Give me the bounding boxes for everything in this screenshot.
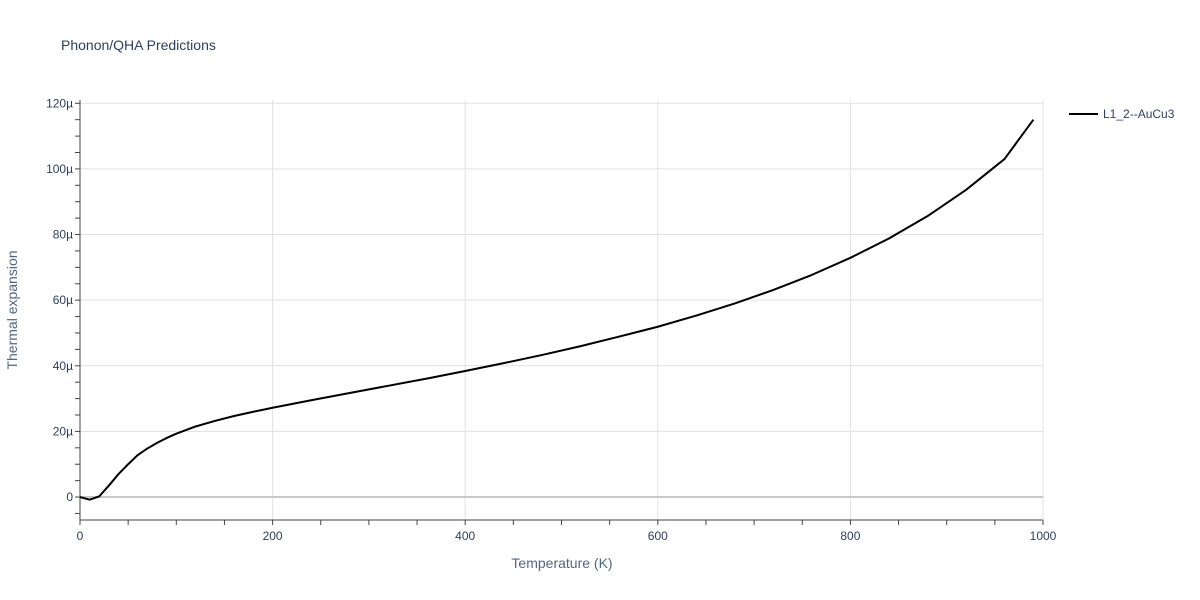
x-tick-label: 800 [840, 529, 860, 543]
axes [75, 100, 1044, 525]
y-tick-label: 0 [66, 490, 73, 504]
legend-label: L1_2--AuCu3 [1103, 107, 1175, 121]
y-tick-label: 20µ [53, 424, 73, 438]
chart-title: Phonon/QHA Predictions [61, 37, 216, 53]
y-tick-label: 60µ [53, 293, 73, 307]
grid-lines [80, 100, 1044, 520]
x-axis-title: Temperature (K) [511, 555, 612, 571]
y-tick-label: 100µ [46, 162, 73, 176]
y-tick-label: 80µ [53, 228, 73, 242]
x-tick-label: 1000 [1030, 529, 1057, 543]
x-tick-label: 600 [648, 529, 668, 543]
series-layer [79, 119, 1035, 501]
series-line[interactable] [79, 119, 1035, 501]
x-tick-label: 400 [455, 529, 475, 543]
y-tick-label: 40µ [53, 359, 73, 373]
y-axis-title: Thermal expansion [4, 250, 20, 369]
tick-labels: 0 200 400 600 800 1000 0 20µ 40µ 60µ 80µ 100µ 120µ [46, 96, 1057, 543]
y-tick-label: 120µ [46, 96, 73, 110]
legend[interactable]: L1_2--AuCu3 [1069, 107, 1175, 121]
x-tick-label: 0 [77, 529, 84, 543]
x-tick-label: 200 [263, 529, 283, 543]
